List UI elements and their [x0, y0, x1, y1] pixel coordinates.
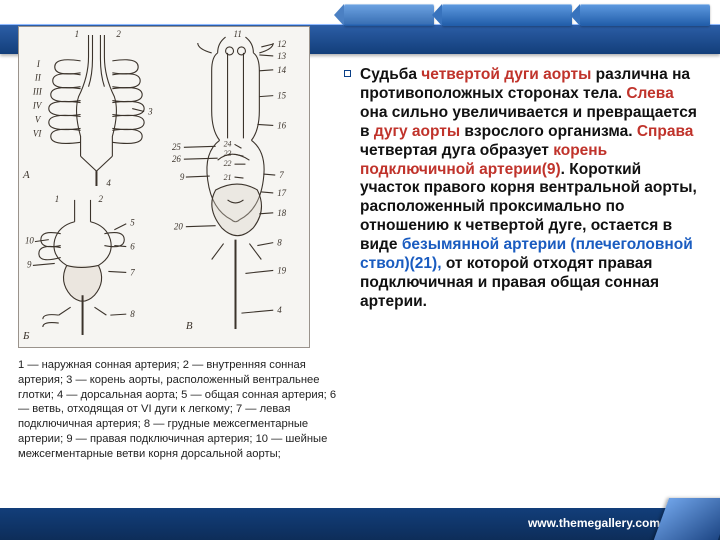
svg-text:2: 2 — [116, 29, 121, 39]
svg-text:Б: Б — [22, 330, 30, 342]
svg-text:7: 7 — [130, 267, 135, 277]
svg-text:23: 23 — [224, 149, 232, 158]
anatomy-figure: I II III IV V VI 1 2 3 4 A — [18, 26, 310, 348]
svg-text:9: 9 — [180, 172, 185, 182]
header-step — [344, 4, 434, 26]
svg-text:26: 26 — [172, 154, 181, 164]
svg-text:12: 12 — [277, 39, 286, 49]
svg-text:II: II — [34, 73, 42, 83]
svg-text:9: 9 — [27, 259, 32, 269]
svg-text:18: 18 — [277, 208, 286, 218]
slide-footer: www.themegallery.com — [0, 508, 720, 540]
svg-text:V: V — [35, 114, 42, 124]
svg-text:III: III — [32, 87, 43, 97]
svg-text:4: 4 — [106, 178, 111, 188]
svg-text:24: 24 — [224, 139, 232, 148]
svg-text:A: A — [22, 169, 30, 181]
svg-text:8: 8 — [277, 238, 282, 248]
bullet-icon — [344, 70, 351, 77]
svg-text:1: 1 — [75, 29, 79, 39]
svg-text:6: 6 — [130, 242, 135, 252]
aortic-arches-illustration: I II III IV V VI 1 2 3 4 A — [19, 27, 309, 347]
svg-text:8: 8 — [130, 309, 135, 319]
svg-text:В: В — [186, 320, 193, 332]
svg-text:1: 1 — [55, 194, 59, 204]
svg-text:16: 16 — [277, 120, 286, 130]
footer-url: www.themegallery.com — [528, 516, 660, 530]
svg-text:20: 20 — [174, 222, 183, 232]
slide: I II III IV V VI 1 2 3 4 A — [0, 0, 720, 540]
svg-text:I: I — [36, 59, 41, 69]
svg-text:13: 13 — [277, 51, 286, 61]
svg-text:11: 11 — [234, 29, 242, 39]
svg-text:IV: IV — [32, 101, 43, 111]
svg-text:VI: VI — [33, 128, 42, 138]
figure-caption: 1 — наружная сонная артерия; 2 — внутрен… — [18, 358, 338, 461]
header-step — [442, 4, 572, 26]
header-step — [580, 4, 710, 26]
svg-text:14: 14 — [277, 65, 286, 75]
svg-text:22: 22 — [224, 159, 232, 168]
svg-text:4: 4 — [277, 305, 282, 315]
svg-text:15: 15 — [277, 91, 286, 101]
body-text: Судьба четвертой дуги аорты различна на … — [360, 66, 700, 312]
svg-text:3: 3 — [147, 107, 153, 117]
svg-text:7: 7 — [279, 170, 284, 180]
svg-text:25: 25 — [172, 142, 181, 152]
svg-text:17: 17 — [277, 188, 286, 198]
svg-text:19: 19 — [277, 265, 286, 275]
svg-text:5: 5 — [130, 218, 135, 228]
svg-text:21: 21 — [224, 173, 232, 182]
svg-text:10: 10 — [25, 236, 34, 246]
svg-text:2: 2 — [98, 194, 103, 204]
